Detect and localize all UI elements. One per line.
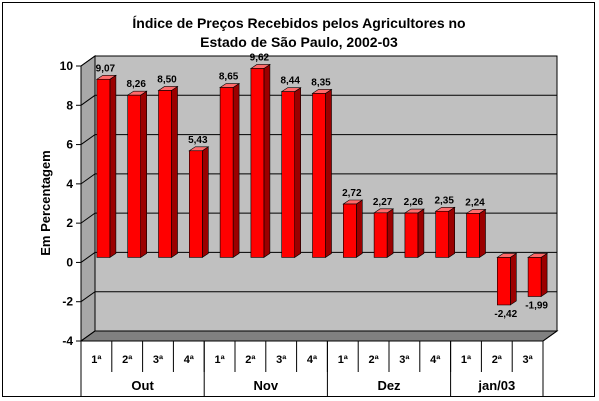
data-label: -1,99	[525, 301, 548, 312]
chart-title-line-2: Estado de São Paulo, 2002-03	[200, 34, 398, 50]
bar-side	[325, 88, 332, 258]
bar-side	[202, 146, 209, 258]
bar	[219, 87, 234, 258]
bar-side	[386, 208, 394, 258]
bar	[312, 93, 326, 258]
data-label: 9,07	[96, 63, 116, 74]
data-label: 8,50	[157, 74, 177, 85]
bar	[189, 150, 203, 258]
x-tick-label: 4ª	[430, 354, 441, 366]
data-label: -2,42	[494, 309, 517, 320]
group-label: Nov	[254, 378, 279, 393]
bar	[466, 213, 480, 258]
data-label: 2,72	[342, 188, 362, 199]
bar	[435, 210, 450, 258]
bar	[281, 91, 296, 258]
x-tick-label: 3ª	[522, 354, 533, 366]
x-tick-label: 2ª	[368, 354, 379, 366]
data-label: 2,26	[404, 197, 424, 208]
x-tick-label: 2ª	[245, 354, 256, 366]
data-label: 5,43	[188, 135, 208, 146]
gridline	[80, 134, 557, 145]
data-label: 8,65	[219, 72, 239, 83]
x-tick-label: 4ª	[184, 354, 195, 366]
x-tick-label: 1ª	[461, 354, 472, 366]
y-tick-label: 8	[66, 98, 73, 112]
bar-side	[263, 63, 271, 258]
x-tick-label: 2ª	[122, 354, 133, 366]
bar-side	[479, 208, 486, 258]
gridline	[80, 212, 557, 224]
plot-area: -4 -2 0 2 4 6 8 10 9,07 8,26 8,50 5,43 8,65 9,62 8,44 8…	[60, 52, 559, 397]
y-tick-label: -2	[62, 295, 73, 309]
gridline	[80, 330, 557, 342]
gridline	[80, 94, 557, 106]
bar-side	[109, 74, 117, 258]
gridline	[80, 173, 557, 185]
bar-side	[140, 90, 147, 258]
y-tick-label: 6	[66, 138, 73, 152]
bar-side	[171, 85, 178, 258]
bar	[96, 78, 111, 258]
data-label: 8,35	[311, 77, 331, 88]
bar-side	[294, 87, 302, 258]
y-axis-label: Em Percentagem	[38, 150, 53, 256]
bar-side	[232, 82, 240, 258]
floor-edge	[542, 330, 558, 342]
x-tick-label: 3ª	[153, 354, 164, 366]
chart-title-line-1: Índice de Preços Recebidos pelos Agricul…	[132, 15, 465, 31]
x-tick-label: 4ª	[307, 354, 318, 366]
side-wall	[80, 55, 96, 342]
group-label: Dez	[377, 378, 401, 393]
bar	[250, 68, 265, 258]
y-tick-label: 4	[66, 177, 73, 191]
x-tick-label: 2ª	[492, 354, 503, 366]
bar-side	[417, 208, 425, 258]
data-label: 2,27	[373, 197, 393, 208]
y-tick-label: 0	[66, 255, 73, 269]
bar	[158, 90, 172, 258]
gridline	[80, 251, 557, 263]
bar	[527, 257, 542, 297]
floor	[79, 330, 559, 342]
data-label: 8,26	[126, 79, 146, 90]
data-label: 2,35	[434, 195, 454, 206]
x-tick-label: 3ª	[399, 354, 410, 366]
x-tick-label: 3ª	[276, 354, 287, 366]
y-tick-label: 2	[66, 216, 73, 230]
bar	[404, 212, 419, 258]
bar-side	[448, 206, 456, 258]
gridline	[80, 55, 557, 67]
chart-canvas: Índice de Preços Recebidos pelos Agricul…	[38, 15, 559, 397]
data-label: 9,62	[250, 52, 270, 63]
y-tick-label: 10	[60, 59, 74, 73]
bar-side	[355, 199, 363, 258]
bar	[373, 212, 388, 258]
bar	[342, 203, 357, 258]
chart-frame: Índice de Preços Recebidos pelos Agricul…	[2, 2, 595, 397]
x-tick-label: 1ª	[338, 354, 349, 366]
y-tick-label: -4	[62, 334, 73, 348]
bar	[496, 257, 511, 306]
data-label: 8,44	[280, 76, 300, 87]
bar-side	[509, 252, 517, 306]
group-label: Out	[131, 378, 154, 393]
bar-side	[540, 252, 548, 298]
bar	[127, 94, 141, 258]
gridline	[80, 291, 557, 303]
x-tick-label: 1ª	[91, 354, 102, 366]
group-label: jan/03	[477, 378, 515, 393]
data-label: 2,24	[465, 197, 485, 208]
x-tick-label: 1ª	[214, 354, 225, 366]
